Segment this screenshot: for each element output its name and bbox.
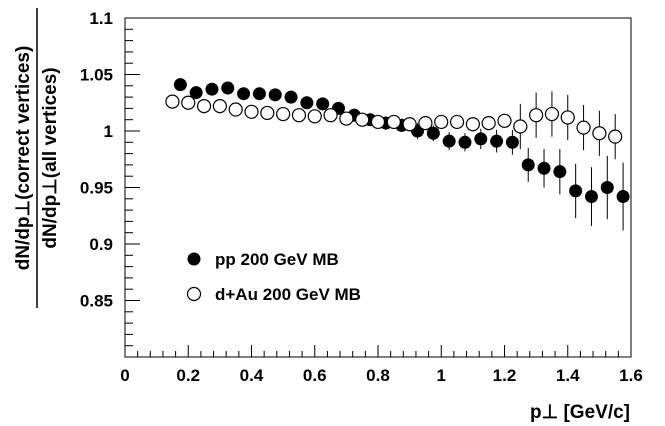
data-point	[260, 105, 275, 121]
data-point	[474, 132, 488, 146]
series-dau	[165, 91, 623, 160]
data-point	[481, 115, 496, 131]
y-axis-title-denominator: dN/dp⊥(all vertices)	[40, 67, 61, 248]
data-point	[553, 165, 567, 179]
y-tick-label: 1.1	[89, 9, 113, 28]
data-point	[584, 190, 598, 204]
y-tick-label: 0.9	[89, 235, 113, 254]
y-ticks	[125, 17, 140, 358]
data-point	[442, 134, 456, 148]
x-tick-label: 0	[120, 366, 129, 385]
x-tick-label: 1.2	[493, 366, 517, 385]
data-point	[237, 87, 251, 101]
data-point	[560, 110, 575, 125]
y-axis-title: dN/dp⊥(correct vertices) dN/dp⊥(all vert…	[13, 8, 61, 308]
data-point	[465, 117, 480, 132]
data-point	[521, 158, 535, 172]
data-point	[244, 104, 259, 119]
data-point	[268, 88, 282, 102]
y-tick-label: 1	[104, 122, 113, 141]
data-point	[300, 96, 314, 110]
data-point	[458, 135, 472, 149]
data-point	[569, 184, 583, 198]
data-point	[449, 114, 465, 130]
data-point	[505, 135, 519, 149]
data-point	[434, 114, 449, 130]
data-point	[513, 119, 528, 134]
y-tick-label: 1.05	[80, 66, 113, 85]
data-point	[608, 129, 623, 144]
data-point	[370, 114, 386, 130]
data-point	[576, 120, 591, 135]
series-layer	[165, 78, 630, 231]
data-point	[355, 112, 370, 127]
x-tick-label: 0.8	[366, 366, 390, 385]
data-point	[490, 134, 504, 148]
legend-label-pp: pp 200 GeV MB	[215, 250, 339, 269]
x-tick-label: 0.2	[176, 366, 200, 385]
x-tick-label: 1	[437, 366, 446, 385]
legend-marker-pp	[187, 252, 201, 266]
data-point	[221, 81, 235, 95]
data-point	[537, 161, 551, 175]
y-axis-title-numerator: dN/dp⊥(correct vertices)	[13, 46, 34, 271]
data-point	[165, 94, 180, 109]
data-point	[291, 108, 307, 123]
data-point	[181, 95, 196, 110]
data-point	[529, 108, 544, 123]
data-point	[544, 106, 560, 122]
x-tick-label: 1.4	[556, 366, 580, 385]
data-point	[196, 99, 212, 114]
x-tick-label: 1.6	[619, 366, 643, 385]
x-tick-label: 0.6	[303, 366, 327, 385]
data-point	[592, 126, 607, 141]
plot-frame	[124, 17, 632, 358]
data-point	[339, 111, 354, 126]
legend-marker-dau	[186, 286, 202, 302]
data-point	[205, 82, 219, 96]
data-point	[173, 78, 187, 92]
data-point	[386, 114, 401, 130]
data-point	[276, 106, 291, 122]
x-ticks	[124, 345, 632, 357]
data-point	[228, 102, 243, 117]
data-point	[426, 126, 440, 140]
legend-label-dau: d+Au 200 GeV MB	[215, 285, 361, 304]
data-point	[284, 90, 298, 104]
data-point	[189, 86, 203, 100]
y-tick-label: 0.85	[80, 292, 113, 311]
data-point	[212, 99, 227, 114]
data-point	[600, 181, 614, 194]
series-pp	[173, 78, 630, 231]
data-point	[402, 117, 417, 132]
x-axis-title: p⊥ [GeV/c]	[530, 402, 630, 423]
data-point	[323, 108, 338, 123]
x-tick-label: 0.4	[240, 366, 264, 385]
data-point	[316, 97, 330, 111]
y-tick-labels: 0.85 0.9 0.95 1 1.05 1.1	[80, 9, 113, 311]
data-point	[307, 109, 322, 124]
data-point	[418, 115, 433, 131]
data-point	[497, 113, 512, 128]
y-tick-label: 0.95	[80, 179, 113, 198]
data-point	[252, 87, 266, 101]
x-tick-labels: 0 0.2 0.4 0.6 0.8 1 1.2 1.4 1.6	[120, 366, 643, 385]
legend: pp 200 GeV MB d+Au 200 GeV MB	[186, 250, 361, 304]
data-point	[616, 190, 630, 204]
